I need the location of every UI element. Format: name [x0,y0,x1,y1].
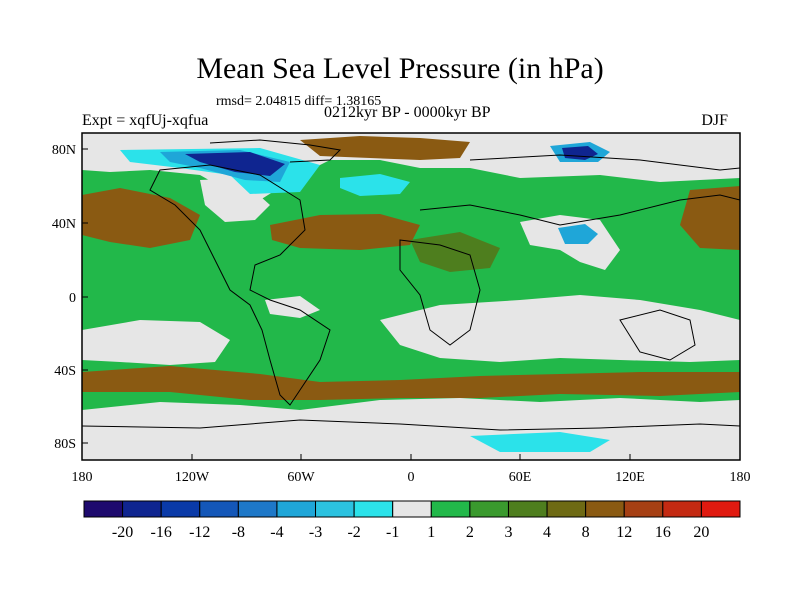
colorbar-label: -16 [151,524,172,541]
stats-text: rmsd= 2.04815 diff= 1.38165 [216,94,382,109]
colorbar-swatch [160,500,201,518]
colorbar-swatch [199,500,239,518]
colorbar-swatch [276,500,317,518]
colorbar-label: 2 [466,524,474,541]
colorbar-swatch [623,500,664,518]
colorbar-label: 4 [543,524,551,541]
lon-label: 180 [72,470,93,485]
longitude-axis: 180 120W 60W 0 60E 120E 180 [72,454,751,485]
lon-label: 0 [408,470,415,485]
colorbar-swatch [700,500,741,518]
colorbar-label: 12 [616,524,632,541]
lat-label: 40N [52,217,76,232]
high-anomaly-arctic [300,136,470,160]
low-anomaly-greenland-light [340,174,410,196]
low-anomaly-tibet [558,224,598,244]
high-anomaly-north-atlantic [270,214,420,250]
lat-label: 80S [54,437,76,452]
colorbar-label: -3 [309,524,322,541]
colorbar-swatch [122,500,162,518]
colorbar-swatch [585,500,625,518]
colorbar-label: -1 [386,524,399,541]
high-anomaly-north-pacific [82,188,200,248]
colorbar-swatch [430,500,471,518]
colorbar-swatch [83,500,124,518]
colorbar-swatch [546,500,587,518]
map-fill-layers [82,133,740,460]
colorbar-label: -20 [112,524,133,541]
coastlines [82,139,740,431]
colorbar-swatch [662,500,702,518]
lat-label: 40S [54,364,76,379]
colorbar-swatch [315,500,355,518]
low-anomaly-canada-dark [185,152,285,176]
high-anomaly-southern-ocean [82,366,740,400]
colorbar-label: -2 [347,524,360,541]
lat-label: 0 [69,291,76,306]
period-text: 0212kyr BP - 0000kyr BP [324,104,491,121]
lon-label: 60E [509,470,532,485]
colorbar-swatch [507,500,548,518]
neutral-region-east-pacific [82,320,230,365]
experiment-text: Expt = xqfUj-xqfua [82,112,209,129]
season-text: DJF [701,112,728,129]
colorbar-label: -12 [189,524,210,541]
colorbar-label: 1 [427,524,435,541]
lon-label: 60W [287,470,315,485]
high-anomaly-west-pacific [680,186,740,250]
lon-label: 120E [615,470,645,485]
colorbar-label: 20 [693,524,709,541]
mid-anomaly-eurasia [410,232,500,272]
colorbar-swatch [469,500,509,518]
colorbar-label: -8 [232,524,245,541]
colorbar-label: 3 [504,524,512,541]
colorbar-swatch [353,500,394,518]
latitude-axis: 80N 40N 0 40S 80S [52,143,88,452]
colorbar-swatch [392,500,432,518]
colorbar-label: 16 [655,524,671,541]
lat-label: 80N [52,143,76,158]
lon-label: 120W [175,470,210,485]
colorbar-label: 8 [582,524,590,541]
map-title: Mean Sea Level Pressure (in hPa) [196,52,604,85]
neutral-region-indian-ocean [380,295,740,362]
colorbar-swatch [237,500,278,518]
low-anomaly-antarctic [470,432,610,452]
lon-label: 180 [730,470,751,485]
neutral-region-nw-america [200,178,270,222]
colorbar-label: -4 [270,524,283,541]
